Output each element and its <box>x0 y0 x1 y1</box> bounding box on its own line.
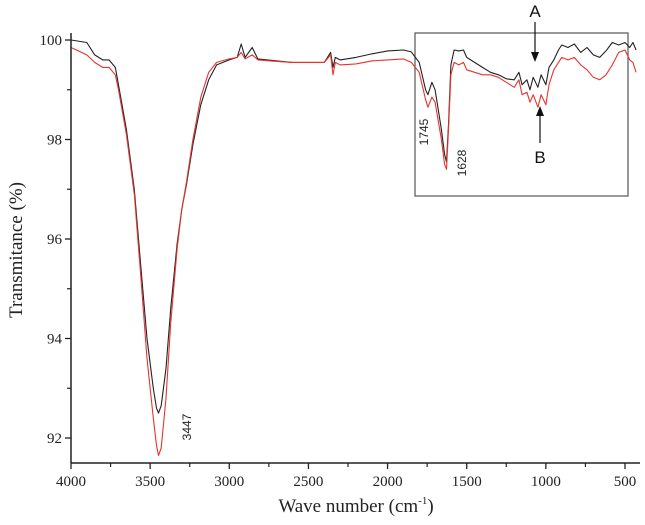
x-tick-label: 4000 <box>56 474 86 490</box>
arrow-b-head-icon <box>536 106 544 116</box>
arrow-a-head-icon <box>531 52 539 62</box>
y-tick-label: 92 <box>47 431 62 447</box>
peak-label-1745: 1745 <box>417 118 431 145</box>
series-b-line <box>70 47 637 456</box>
label-b: B <box>534 148 545 167</box>
y-tick-label: 94 <box>47 332 63 348</box>
x-tick-label: 1500 <box>452 474 482 490</box>
label-a: A <box>529 2 541 21</box>
peak-label-3447: 3447 <box>180 413 194 440</box>
inset-box-rect <box>414 32 629 197</box>
x-tick-label: 500 <box>614 474 637 490</box>
axes: 4000 3500 3000 2500 2000 1500 1000 500 92 94 96 98 1… <box>40 33 640 490</box>
x-axis-title-main: Wave number (cm <box>278 496 418 517</box>
peak-label-1628: 1628 <box>455 149 469 176</box>
y-axis-title: Transmitance (%) <box>6 182 27 318</box>
x-tick-label: 2500 <box>293 474 323 490</box>
y-tick-label: 96 <box>47 232 63 248</box>
x-tick-label: 2000 <box>373 474 403 490</box>
x-tick-label: 1000 <box>531 474 561 490</box>
highlight-box <box>414 32 629 197</box>
y-tick-label: 98 <box>47 133 62 149</box>
annotations: 3447 1745 1628 A B <box>180 2 546 440</box>
x-axis-title: Wave number (cm-1) <box>278 495 433 517</box>
x-tick-label: 3000 <box>214 474 244 490</box>
spectra-curves <box>70 39 637 456</box>
x-axis-title-sup: -1 <box>418 495 427 507</box>
x-tick-label: 3500 <box>135 474 165 490</box>
y-tick-label: 100 <box>40 33 63 49</box>
series-a-line <box>70 39 637 414</box>
x-axis-title-close: ) <box>427 496 433 517</box>
